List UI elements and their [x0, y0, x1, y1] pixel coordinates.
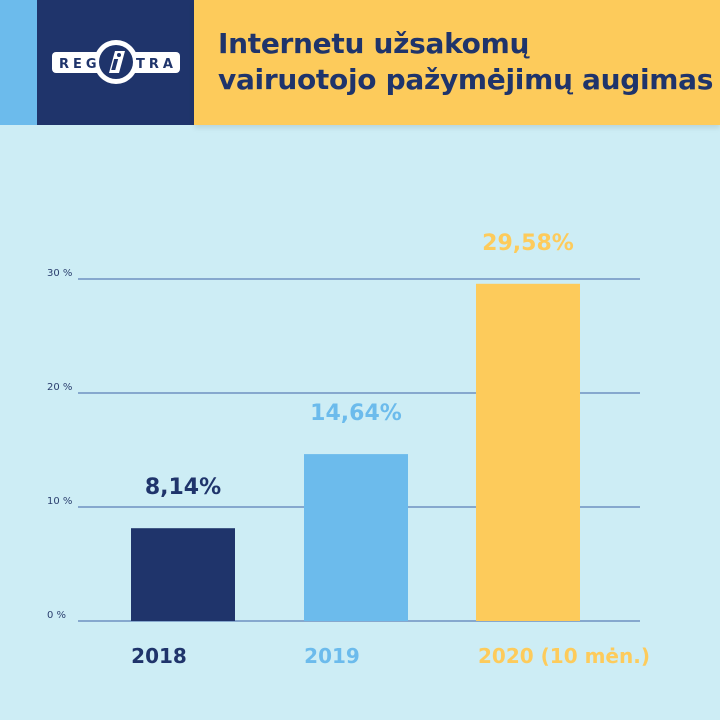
- value-label: 14,64%: [310, 401, 402, 426]
- svg-text:TRA: TRA: [136, 57, 177, 72]
- y-tick-label: 30 %: [47, 268, 72, 279]
- regitra-logo-panel: REG TRA: [37, 0, 194, 125]
- value-label: 29,58%: [482, 231, 574, 256]
- y-tick-label: 10 %: [47, 496, 72, 507]
- svg-text:REG: REG: [59, 57, 101, 72]
- category-label: 2019: [304, 644, 360, 668]
- title-line-2: vairuotojo pažymėjimų augimas: [218, 63, 714, 96]
- header-accent-strip: [0, 0, 37, 125]
- header-title-panel: Internetu užsakomų vairuotojo pažymėjimų…: [194, 0, 720, 125]
- bar-2018: [131, 528, 235, 621]
- bar-2019: [304, 454, 408, 621]
- y-tick-label: 0 %: [47, 610, 66, 621]
- page-title: Internetu užsakomų vairuotojo pažymėjimų…: [218, 26, 713, 98]
- title-line-1: Internetu užsakomų: [218, 27, 530, 60]
- category-label: 2020 (10 mėn.): [478, 644, 650, 668]
- value-label: 8,14%: [145, 475, 221, 500]
- category-label: 2018: [131, 644, 187, 668]
- regitra-logo: REG TRA: [52, 40, 180, 84]
- bar-2020: [476, 283, 580, 621]
- y-tick-label: 20 %: [47, 382, 72, 393]
